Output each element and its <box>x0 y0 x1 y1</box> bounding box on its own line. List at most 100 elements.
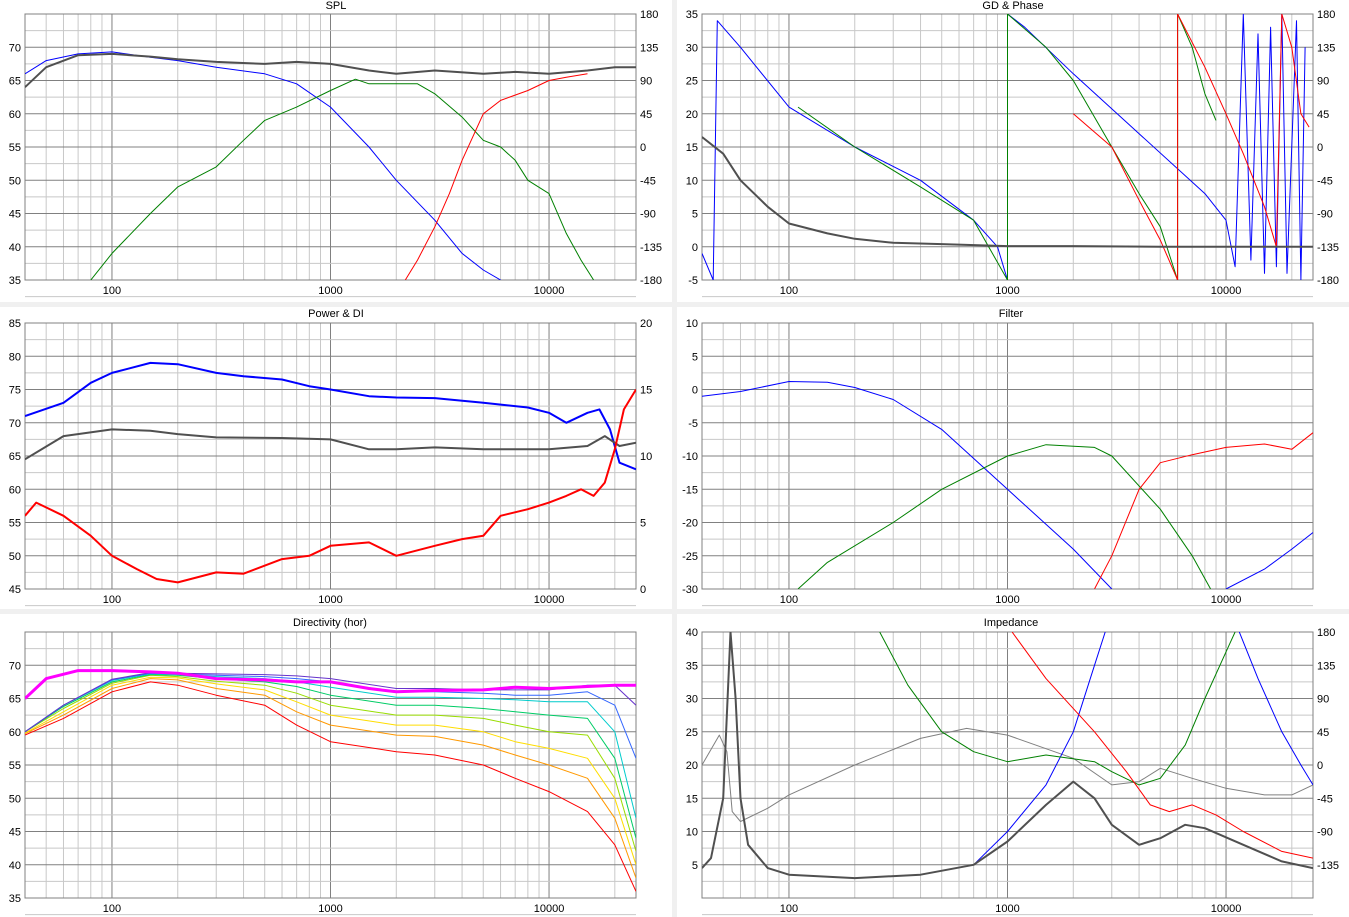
plot-frame <box>24 13 637 281</box>
series-line-0 <box>702 381 1113 589</box>
y-tick-label: 55 <box>9 518 21 530</box>
series-line-5 <box>702 632 1313 880</box>
y2-tick-label: -45 <box>1317 793 1333 805</box>
plot-frame <box>24 322 637 590</box>
y2-tick-label: 0 <box>640 584 646 596</box>
chart-filter: Filter -30 -25 -20 -15 -10 -5 0 5 10 100 1000 10000 <box>677 307 1349 609</box>
y-tick-label: 10 <box>686 318 698 330</box>
y-tick-label: 50 <box>9 793 21 805</box>
grid <box>24 631 637 916</box>
y-tick-label: 50 <box>9 551 21 563</box>
grid <box>24 13 637 298</box>
y-tick-label: 10 <box>686 827 698 839</box>
series-line-4 <box>25 674 636 839</box>
series-line-2 <box>25 388 636 584</box>
y-tick-label: 20 <box>686 760 698 772</box>
y-tick-label: 0 <box>692 385 698 397</box>
y-tick-label: -5 <box>688 418 698 430</box>
y2-tick-label: 135 <box>640 42 658 54</box>
y2-tick-label: -90 <box>1317 209 1333 221</box>
y2-tick-label: 0 <box>640 142 646 154</box>
y2-tick-label: 45 <box>1317 727 1329 739</box>
y-tick-label: 35 <box>9 275 21 287</box>
x-tick-label: 10000 <box>1211 285 1242 297</box>
x-tick-label: 10000 <box>1211 903 1242 915</box>
y-tick-label: 60 <box>9 727 21 739</box>
chart-impedance: Impedance 5 10 15 20 25 30 35 40 -135 -90 -45 0 45 90… <box>677 614 1349 917</box>
y2-tick-label: -135 <box>1317 860 1339 872</box>
y-tick-label: 15 <box>686 793 698 805</box>
series-line-4 <box>1011 632 1313 859</box>
filter-title: Filter <box>999 308 1024 320</box>
series-line-1 <box>1225 532 1313 589</box>
y-tick-label: 25 <box>686 727 698 739</box>
y2-tick-label: 90 <box>1317 76 1329 88</box>
y-tick-label: 10 <box>686 175 698 187</box>
y-tick-label: 40 <box>9 860 21 872</box>
y-tick-label: 70 <box>9 42 21 54</box>
series-line-1 <box>25 428 636 461</box>
y2-tick-label: 5 <box>640 518 646 530</box>
x-tick-label: 10000 <box>534 285 565 297</box>
y2-tick-label: -180 <box>1317 275 1339 287</box>
y2-tick-label: -135 <box>640 242 662 254</box>
x-tick-label: 100 <box>103 285 121 297</box>
y2-tick-label: -45 <box>1317 175 1333 187</box>
gd-phase-title: GD & Phase <box>982 0 1043 12</box>
x-tick-label: 1000 <box>318 594 342 606</box>
y-tick-label: 70 <box>9 660 21 672</box>
series-line-2 <box>1238 632 1313 786</box>
x-tick-label: 100 <box>780 594 798 606</box>
y-tick-label: 55 <box>9 760 21 772</box>
y-tick-label: -5 <box>688 275 698 287</box>
series-line-1 <box>90 78 595 280</box>
series-line-0 <box>702 727 1313 822</box>
y2-tick-label: 135 <box>1317 660 1335 672</box>
y2-tick-label: 135 <box>1317 42 1335 54</box>
x-tick-label: 1000 <box>995 903 1019 915</box>
chart-gd-phase: GD & Phase -5 0 5 10 15 20 25 30 35 -180 -135 -90 -4… <box>677 0 1349 302</box>
grid <box>24 322 637 607</box>
y-tick-label: 20 <box>686 109 698 121</box>
series-line-2 <box>404 73 588 280</box>
series-line-3 <box>879 632 1236 786</box>
y-tick-label: -30 <box>682 584 698 596</box>
y-tick-label: 65 <box>9 451 21 463</box>
y2-tick-label: -45 <box>640 175 656 187</box>
x-tick-label: 1000 <box>318 285 342 297</box>
series-line-8 <box>25 669 636 700</box>
y-tick-label: 30 <box>686 694 698 706</box>
gd-phase-plot: GD & Phase -5 0 5 10 15 20 25 30 35 -180 -135 -90 -4… <box>686 0 1339 298</box>
series-line-3 <box>25 674 636 852</box>
spl-plot: SPL 35 40 45 50 55 60 65 70 -180 -135 -90 -45 0 45 90 1… <box>9 0 662 298</box>
series-line-3 <box>25 52 636 88</box>
series-line-1 <box>973 632 1106 866</box>
y-tick-label: 65 <box>9 76 21 88</box>
x-tick-label: 10000 <box>534 903 565 915</box>
x-tick-label: 1000 <box>995 285 1019 297</box>
y-tick-label: 5 <box>692 860 698 872</box>
series-line-0 <box>25 681 636 892</box>
y2-tick-label: -90 <box>1317 827 1333 839</box>
y-tick-label: 45 <box>9 584 21 596</box>
directivity-title: Directivity (hor) <box>293 617 367 629</box>
y-tick-label: 35 <box>9 893 21 905</box>
y-tick-label: 55 <box>9 142 21 154</box>
series-line-2 <box>25 676 636 865</box>
series-line-2 <box>797 444 1212 589</box>
chart-spl: SPL 35 40 45 50 55 60 65 70 -180 -135 -90 -45 0 45 90 1… <box>0 0 672 302</box>
y-tick-label: 70 <box>9 418 21 430</box>
power-di-title: Power & DI <box>308 308 364 320</box>
series-line-0 <box>25 51 501 280</box>
y-tick-label: 85 <box>9 318 21 330</box>
y2-tick-label: 10 <box>640 451 652 463</box>
impedance-title: Impedance <box>984 617 1038 629</box>
x-tick-label: 100 <box>780 903 798 915</box>
chart-power-di: Power & DI 45 50 55 60 65 70 75 80 85 0 5 10 15 20 100… <box>0 307 672 609</box>
y2-tick-label: -180 <box>640 275 662 287</box>
filter-plot: Filter -30 -25 -20 -15 -10 -5 0 5 10 100 1000 10000 <box>682 308 1314 607</box>
y-tick-label: 15 <box>686 142 698 154</box>
y-tick-label: 60 <box>9 109 21 121</box>
y-tick-label: 5 <box>692 351 698 363</box>
chart-directivity: Directivity (hor) 35 40 45 50 55 60 65 70 100 100… <box>0 614 672 917</box>
